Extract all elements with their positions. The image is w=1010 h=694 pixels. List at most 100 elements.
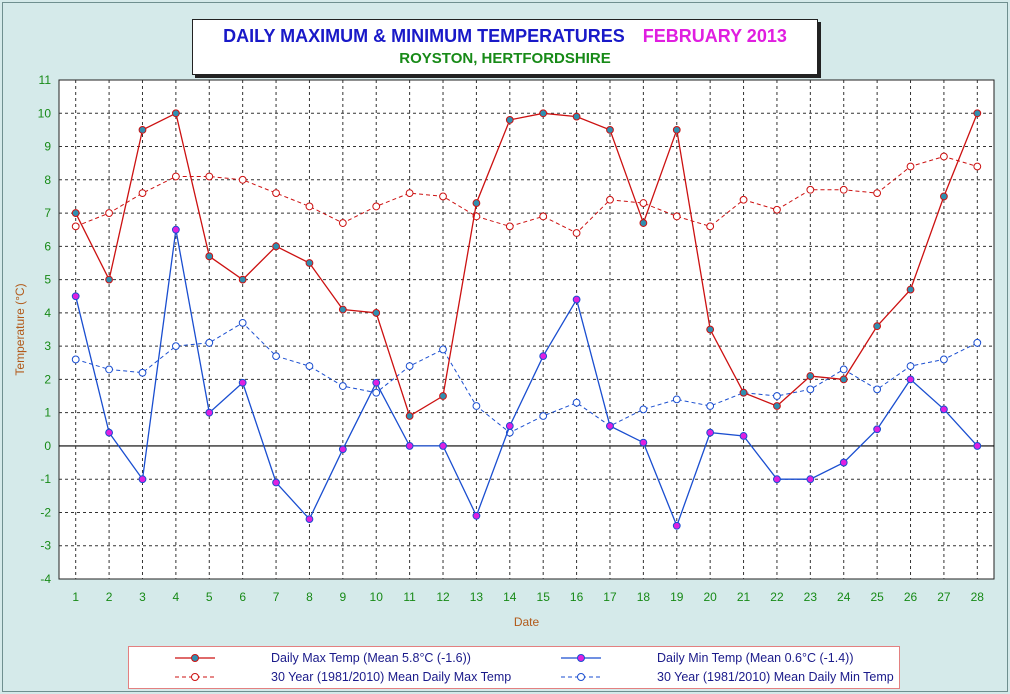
data-point-mean-min <box>706 402 715 410</box>
data-point-daily-max <box>639 219 648 227</box>
x-tick-label: 4 <box>173 590 180 604</box>
y-tick-label: 1 <box>44 406 51 420</box>
data-point-mean-min <box>272 352 280 361</box>
data-point-mean-min <box>672 395 681 404</box>
data-point-daily-max <box>372 308 381 317</box>
x-tick-label: 23 <box>804 590 818 604</box>
data-point-mean-max <box>405 189 414 198</box>
data-point-mean-max <box>205 172 214 181</box>
data-point-mean-max <box>706 222 715 231</box>
data-point-daily-min <box>773 475 781 484</box>
data-point-mean-min <box>71 355 80 364</box>
y-tick-label: 5 <box>44 273 51 287</box>
y-tick-label: 7 <box>44 206 51 220</box>
data-point-daily-min <box>205 408 214 417</box>
data-point-mean-max <box>839 185 848 194</box>
data-point-mean-min <box>472 402 481 410</box>
chart-subtitle: ROYSTON, HERTFORDSHIRE <box>399 50 611 67</box>
data-point-daily-min <box>606 422 614 430</box>
data-point-daily-min <box>739 432 748 440</box>
data-point-daily-max <box>539 109 548 118</box>
data-point-daily-min <box>372 378 381 387</box>
data-point-daily-max <box>739 388 748 397</box>
x-tick-label: 10 <box>370 590 384 604</box>
data-point-daily-max <box>105 275 113 284</box>
y-tick-label: 8 <box>44 173 51 187</box>
x-tick-label: 14 <box>503 590 517 604</box>
data-point-daily-min <box>873 425 882 434</box>
y-tick-label: -1 <box>40 472 51 486</box>
data-point-mean-min <box>338 382 347 390</box>
data-point-daily-max <box>439 392 447 400</box>
y-tick-label: 10 <box>38 106 52 120</box>
x-tick-label: 21 <box>737 590 751 604</box>
data-point-mean-min <box>439 345 447 354</box>
data-point-daily-max <box>71 209 80 217</box>
x-axis-label: Date <box>514 615 540 629</box>
data-point-mean-max <box>305 202 314 211</box>
data-point-daily-min <box>71 292 80 301</box>
data-point-mean-max <box>238 175 247 184</box>
data-point-mean-min <box>839 365 848 374</box>
data-point-daily-min <box>940 405 948 414</box>
data-point-mean-max <box>338 219 347 227</box>
x-tick-label: 12 <box>436 590 450 604</box>
data-point-daily-min <box>305 515 314 524</box>
data-point-daily-max <box>706 325 715 334</box>
data-point-daily-min <box>505 422 514 430</box>
data-point-mean-max <box>372 202 381 211</box>
data-point-daily-max <box>973 109 982 118</box>
data-point-mean-max <box>71 222 80 231</box>
data-point-mean-max <box>439 192 447 201</box>
x-tick-label: 5 <box>206 590 213 604</box>
x-tick-label: 8 <box>306 590 313 604</box>
x-tick-label: 3 <box>139 590 146 604</box>
data-point-daily-max <box>806 372 815 380</box>
data-point-daily-min <box>405 442 414 450</box>
data-point-mean-max <box>606 195 614 204</box>
y-tick-label: 6 <box>44 239 51 253</box>
data-point-daily-max <box>606 125 614 134</box>
data-point-daily-max <box>873 322 882 331</box>
data-point-mean-max <box>739 195 748 204</box>
data-point-daily-max <box>572 112 581 121</box>
data-point-mean-min <box>940 355 948 364</box>
x-tick-label: 13 <box>470 590 484 604</box>
x-tick-label: 27 <box>937 590 951 604</box>
y-tick-label: 3 <box>44 339 51 353</box>
chart-legend: Daily Max Temp (Mean 5.8°C (-1.6)) Daily… <box>128 646 900 689</box>
series-line-mean-max <box>75 155 978 234</box>
data-point-mean-min <box>539 412 548 420</box>
data-point-mean-min <box>773 392 781 400</box>
y-tick-label: 2 <box>44 372 51 386</box>
data-point-mean-max <box>906 162 915 171</box>
data-point-daily-max <box>272 242 280 251</box>
x-tick-label: 28 <box>971 590 985 604</box>
data-point-mean-min <box>639 405 648 414</box>
data-point-mean-max <box>539 212 548 221</box>
data-point-mean-max <box>105 209 113 217</box>
series-line-mean-min <box>75 322 978 434</box>
data-point-mean-max <box>973 162 982 171</box>
plot-area <box>58 79 995 580</box>
data-point-daily-min <box>539 352 548 361</box>
y-tick-label: -3 <box>40 539 51 553</box>
data-point-mean-min <box>105 365 113 374</box>
data-point-mean-max <box>773 205 781 214</box>
data-point-mean-min <box>171 342 180 351</box>
chart-title: DAILY MAXIMUM & MINIMUM TEMPERATURES FEBR… <box>193 26 817 47</box>
y-tick-label: 0 <box>44 439 51 453</box>
data-point-mean-min <box>405 362 414 370</box>
data-point-daily-min <box>906 375 915 384</box>
chart-title-box: DAILY MAXIMUM & MINIMUM TEMPERATURES FEBR… <box>192 19 818 75</box>
data-point-mean-max <box>505 222 514 231</box>
data-point-daily-max <box>940 192 948 201</box>
data-point-daily-max <box>305 259 314 267</box>
data-point-daily-max <box>839 375 848 384</box>
data-point-mean-max <box>806 185 815 194</box>
data-point-daily-max <box>205 252 214 261</box>
data-point-mean-max <box>572 229 581 237</box>
y-axis-label: Temperature (°C) <box>13 283 27 375</box>
